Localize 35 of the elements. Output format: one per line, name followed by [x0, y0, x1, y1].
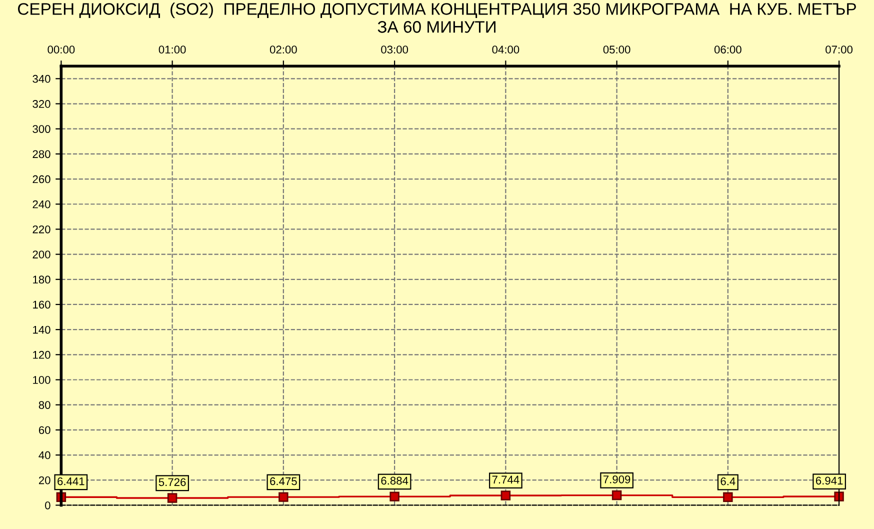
y-tick-label: 40 — [38, 451, 50, 460]
y-tick-label: 220 — [32, 225, 50, 234]
y-tick-label: 180 — [33, 276, 50, 284]
y-tick-label: 200 — [32, 250, 50, 258]
y-tick-label: 0 — [45, 501, 50, 510]
y-tick-label: 140 — [33, 326, 50, 334]
data-label: 7.909 — [603, 475, 630, 484]
y-tick-label: 20 — [38, 476, 50, 484]
y-tick-label: 340 — [32, 74, 50, 83]
y-tick-label: 280 — [32, 150, 50, 158]
x-tick-label: 02:00 — [270, 46, 297, 54]
x-tick-label: 01:00 — [158, 46, 186, 54]
data-label: 6.475 — [270, 477, 297, 486]
x-tick-label: 03:00 — [381, 46, 408, 54]
y-tick-label: 60 — [38, 426, 50, 434]
y-tick-label: 160 — [33, 300, 50, 309]
y-tick-label: 260 — [32, 175, 50, 184]
data-label: 7.744 — [492, 476, 520, 484]
data-label: 5.726 — [158, 478, 186, 486]
data-label: 6.884 — [381, 476, 408, 485]
y-tick-label: 100 — [33, 376, 50, 384]
y-tick-label: 240 — [32, 200, 50, 208]
data-label: 6.941 — [816, 476, 843, 485]
x-tick-label: 06:00 — [714, 46, 742, 54]
y-tick-label: 80 — [38, 401, 50, 409]
data-label: 6.441 — [58, 477, 84, 486]
x-tick-label: 00:00 — [48, 46, 75, 54]
x-tick-label: 07:00 — [826, 46, 853, 54]
y-tick-label: 300 — [32, 125, 50, 133]
y-tick-label: 320 — [32, 100, 50, 108]
y-tick-label: 120 — [33, 350, 50, 359]
x-tick-label: 05:00 — [603, 46, 630, 54]
chart-title: СЕРЕН ДИОКСИД (SO2) ПРЕДЕЛНО ДОПУСТИМА КОНЦЕНТРАЦИЯ 350 МИКРОГРАМА НА КУБ. МЕТЪР ЗА 60 МИНУТИ — [18, 2, 856, 33]
data-label: 6.4 — [720, 477, 736, 486]
x-tick-label: 04:00 — [492, 46, 520, 54]
